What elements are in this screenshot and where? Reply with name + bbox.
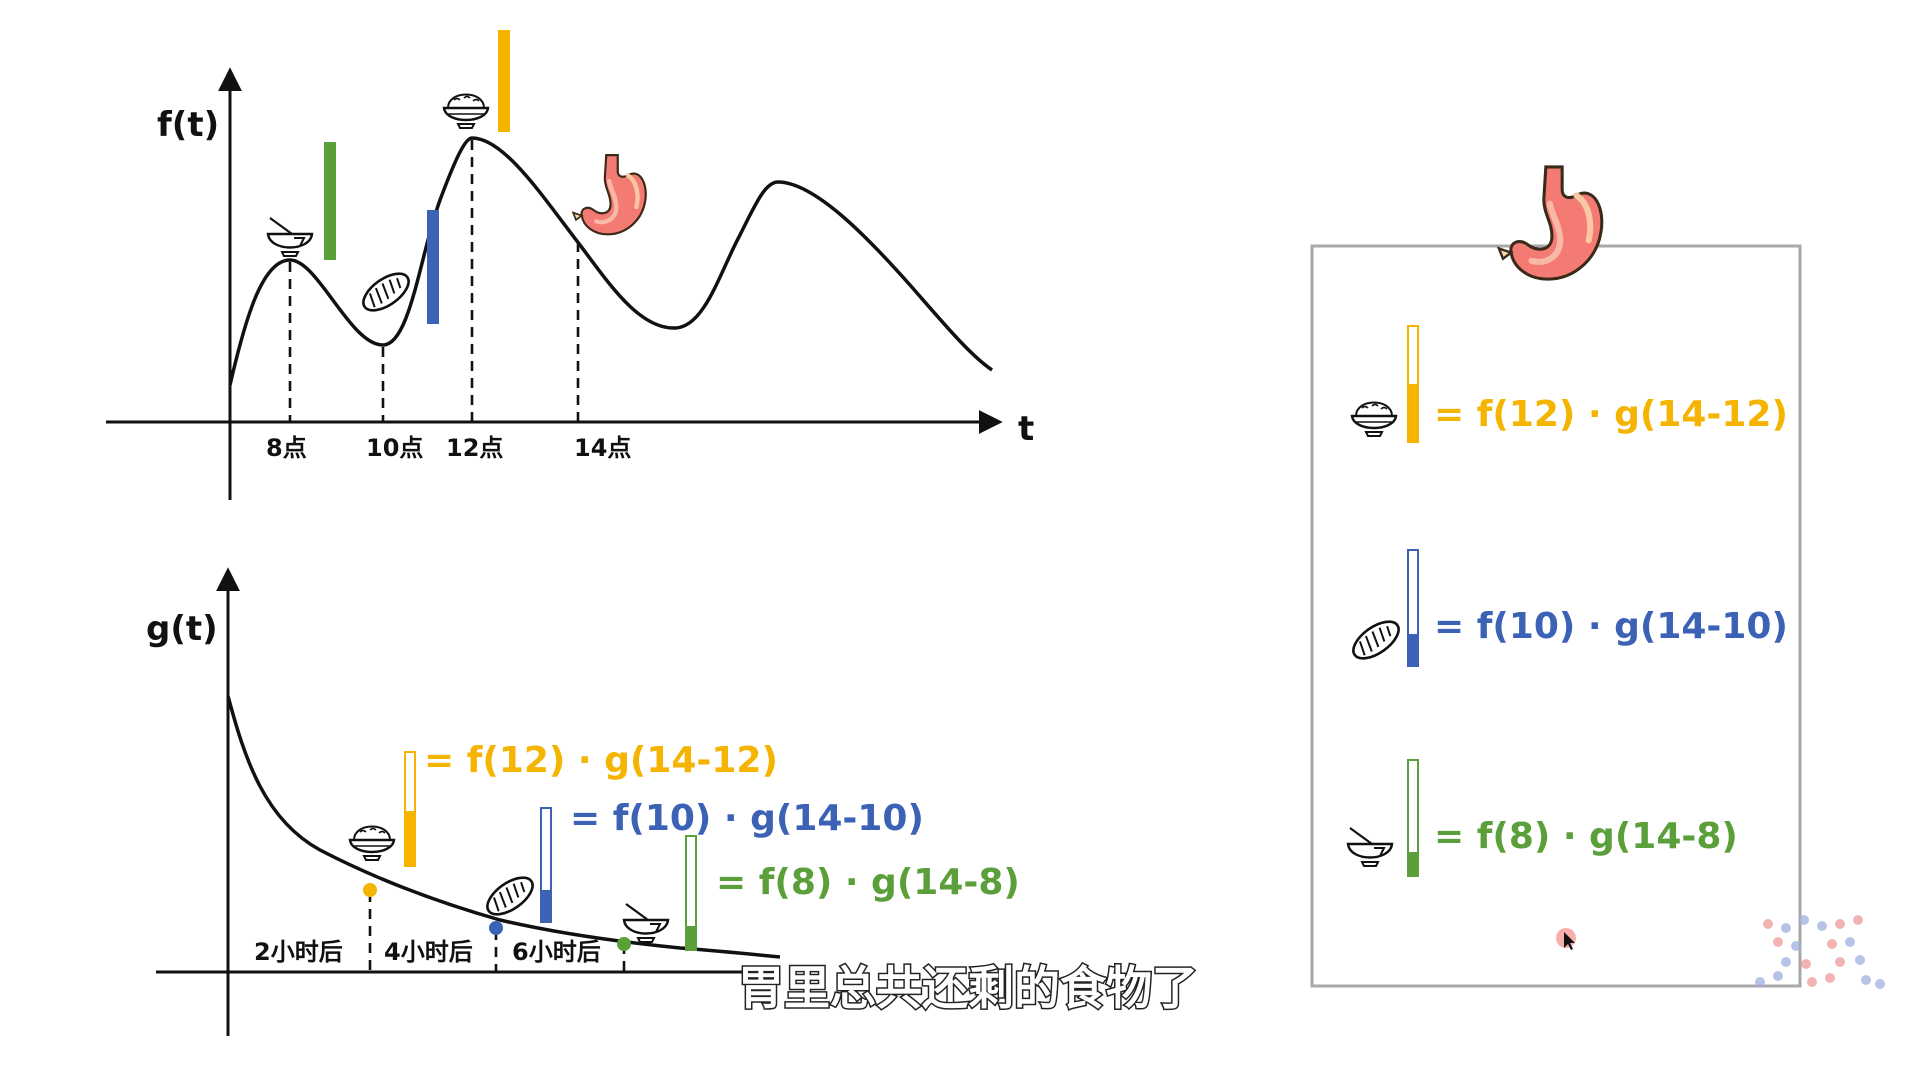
stomach-box-frame xyxy=(1310,244,1802,988)
intake-curve xyxy=(228,136,993,386)
stomach-icon xyxy=(573,155,646,234)
bread-tube-box-fill xyxy=(1408,634,1418,666)
bread-formula-bottom: = f(10) · g(14-10) xyxy=(570,798,924,839)
tick-10: 10点 xyxy=(366,434,423,462)
bread-bar-full xyxy=(427,210,439,324)
tick-8: 8点 xyxy=(266,434,307,462)
stomach-box: = f(12) · g(14-12) = f(10) · g(14-10) = … xyxy=(1310,167,1802,988)
interval-6h: 6小时后 xyxy=(512,938,601,966)
rice-bowl-icon xyxy=(442,93,490,130)
top-tick-guides xyxy=(288,140,580,422)
interval-2h: 2小时后 xyxy=(254,938,343,966)
bread-point xyxy=(489,921,503,935)
noodles-formula-box: = f(8) · g(14-8) xyxy=(1434,816,1738,857)
rice-tube-fill xyxy=(405,811,415,866)
noodles-tube-box-fill xyxy=(1408,852,1418,876)
rice-bowl-icon-bottom xyxy=(348,825,396,862)
subtitle: 胃里总共还剩的食物了 xyxy=(738,961,1198,1015)
bottom-y-label: g(t) xyxy=(146,609,218,649)
bread-formula-box: = f(10) · g(14-10) xyxy=(1434,606,1788,647)
rice-point xyxy=(363,883,377,897)
rice-bar-full xyxy=(498,30,510,132)
top-chart: f(t) t 8点 10点 12点 14点 xyxy=(106,30,1034,500)
rice-tube-box-fill xyxy=(1408,384,1418,442)
dot-logo-icon xyxy=(1755,915,1885,989)
bread-icon xyxy=(355,265,417,319)
noodle-bowl-icon xyxy=(266,216,314,258)
top-y-label: f(t) xyxy=(157,105,219,145)
noodles-point xyxy=(617,937,631,951)
rice-formula-box: = f(12) · g(14-12) xyxy=(1434,394,1788,435)
tick-12: 12点 xyxy=(446,434,503,462)
stomach-icon-large xyxy=(1499,167,1602,279)
noodle-bowl-icon-bottom xyxy=(622,902,670,944)
noodles-formula-bottom: = f(8) · g(14-8) xyxy=(716,862,1020,903)
bottom-chart: g(t) 2小时后 4小时后 6小时后 = f(12) · g(14-12) =… xyxy=(146,567,1020,1036)
decay-curve xyxy=(226,695,781,959)
noodles-tube-fill xyxy=(686,926,696,950)
top-x-label: t xyxy=(1018,409,1034,449)
bread-tube-fill xyxy=(541,890,551,922)
rice-formula-bottom: = f(12) · g(14-12) xyxy=(424,740,778,781)
interval-4h: 4小时后 xyxy=(384,938,473,966)
cursor-icon xyxy=(1556,928,1576,950)
tick-14: 14点 xyxy=(574,434,631,462)
bread-icon-bottom xyxy=(479,869,541,923)
noodles-bar-full xyxy=(324,142,336,260)
